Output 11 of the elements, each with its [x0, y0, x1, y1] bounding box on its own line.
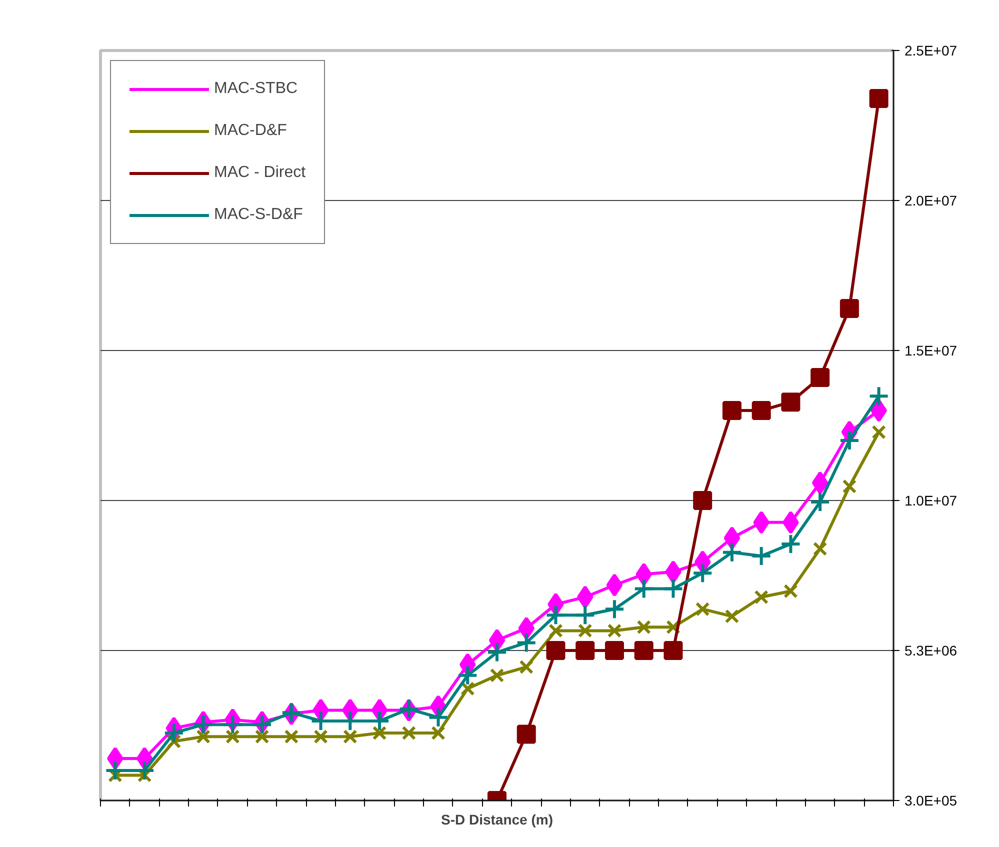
- legend-label: MAC-D&F: [214, 122, 287, 140]
- y-tick-label: 5.3E+06: [904, 642, 958, 658]
- y-tick-label: 2.5E+07: [904, 42, 958, 58]
- y-tick-label: 1.0E+07: [904, 492, 958, 508]
- legend-label: MAC-STBC: [214, 80, 298, 98]
- y-tick-label: 3.0E+05: [904, 792, 958, 808]
- legend-label: MAC-S-D&F: [214, 206, 303, 224]
- x-axis-title: S-D Distance (m): [440, 812, 554, 828]
- legend-label: MAC - Direct: [214, 164, 306, 182]
- y-tick-label: 2.0E+07: [904, 192, 958, 208]
- y-tick-label: 1.5E+07: [904, 342, 958, 358]
